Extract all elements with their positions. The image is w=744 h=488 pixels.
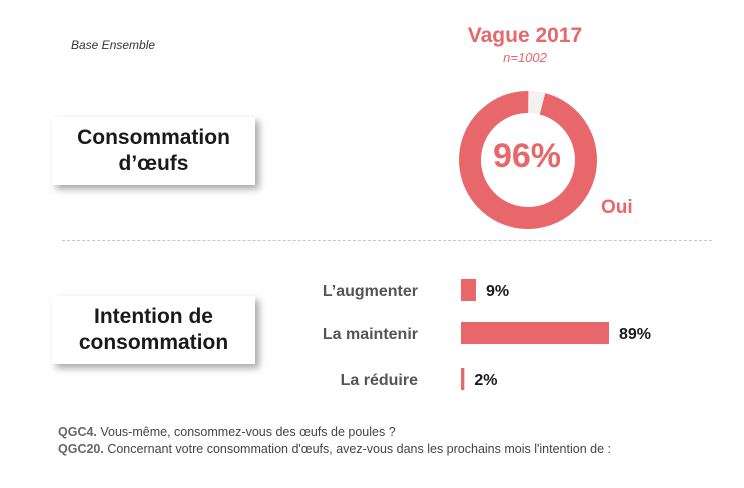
donut-center-value: 96% — [492, 137, 562, 175]
footnote-text: Concernant votre consommation d'œufs, av… — [103, 442, 611, 456]
bar-value-label: 9% — [486, 283, 509, 300]
footnote-qgc4: QGC4. Vous-même, consommez-vous des œufs… — [58, 424, 611, 441]
donut-caption: Oui — [601, 197, 633, 218]
footnote-text: Vous-même, consommez-vous des œufs de po… — [96, 425, 396, 439]
bar-category-label: La réduire — [341, 372, 418, 389]
bar-category-label: L’augmenter — [323, 283, 418, 300]
bar — [461, 368, 465, 390]
bar — [461, 322, 609, 344]
consumption-title-line1: Consommation — [77, 126, 230, 149]
footnote-code: QGC20. — [58, 442, 104, 456]
donut-chart — [459, 91, 597, 229]
bar-category-label: La maintenir — [323, 326, 418, 343]
section-divider — [62, 240, 712, 241]
wave-sample-size: n=1002 — [503, 50, 547, 65]
footnote-qgc20: QGC20. Concernant votre consommation d'œ… — [58, 441, 611, 458]
bar-value-label: 89% — [619, 326, 651, 343]
bar — [461, 279, 476, 301]
intention-bar-chart: L’augmenter 9% La maintenir 89% La réduire 2% — [323, 279, 651, 390]
intention-title-line2: consommation — [78, 331, 229, 354]
intention-section-box: Intention de consommation — [52, 296, 255, 364]
base-label: Base Ensemble — [71, 38, 156, 52]
bar-value-label: 2% — [474, 372, 497, 389]
donut-slice-remainder — [459, 91, 597, 229]
footnotes: QGC4. Vous-même, consommez-vous des œufs… — [58, 424, 611, 458]
intention-title-line1: Intention de — [93, 305, 213, 328]
wave-title: Vague 2017 — [467, 24, 583, 47]
consumption-title-line2: d’œufs — [118, 152, 189, 175]
consumption-section-box: Consommation d’œufs — [52, 117, 255, 185]
footnote-code: QGC4. — [58, 425, 97, 439]
